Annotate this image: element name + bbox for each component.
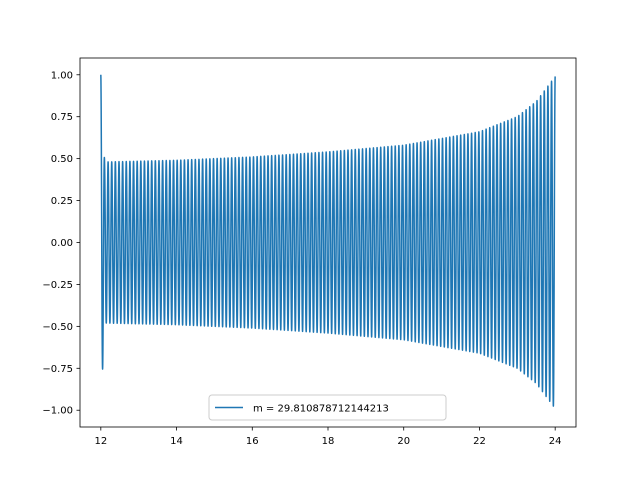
x-tick-label: 24 bbox=[549, 436, 562, 447]
x-tick-label: 14 bbox=[170, 436, 183, 447]
y-tick-label: 0.00 bbox=[51, 238, 73, 249]
y-tick-label: −0.25 bbox=[42, 280, 73, 291]
legend-label: m = 29.810878712144213 bbox=[253, 404, 389, 415]
plot-area bbox=[100, 74, 556, 407]
y-tick-label: −1.00 bbox=[42, 406, 73, 417]
legend-box bbox=[208, 394, 447, 421]
y-tick-label: 1.00 bbox=[51, 70, 73, 81]
y-tick-label: 0.75 bbox=[51, 112, 73, 123]
y-tick-label: −0.75 bbox=[42, 364, 73, 375]
y-tick-label: 0.50 bbox=[51, 154, 73, 165]
x-axis: 12 14 16 18 20 22 24 bbox=[94, 427, 562, 447]
y-tick-label: 0.25 bbox=[51, 196, 73, 207]
x-tick-label: 12 bbox=[94, 436, 107, 447]
x-tick-label: 22 bbox=[473, 436, 486, 447]
y-tick-label: −0.50 bbox=[42, 322, 73, 333]
legend: m = 29.810878712144213 bbox=[208, 394, 447, 421]
x-tick-label: 18 bbox=[322, 436, 335, 447]
x-tick-label: 20 bbox=[397, 436, 410, 447]
y-axis: −1.00 −0.75 −0.50 −0.25 0.00 0.25 0.50 0.75 1.00 bbox=[42, 70, 80, 417]
axes-frame bbox=[79, 57, 577, 428]
x-tick-label: 16 bbox=[246, 436, 259, 447]
series-line bbox=[100, 74, 556, 407]
